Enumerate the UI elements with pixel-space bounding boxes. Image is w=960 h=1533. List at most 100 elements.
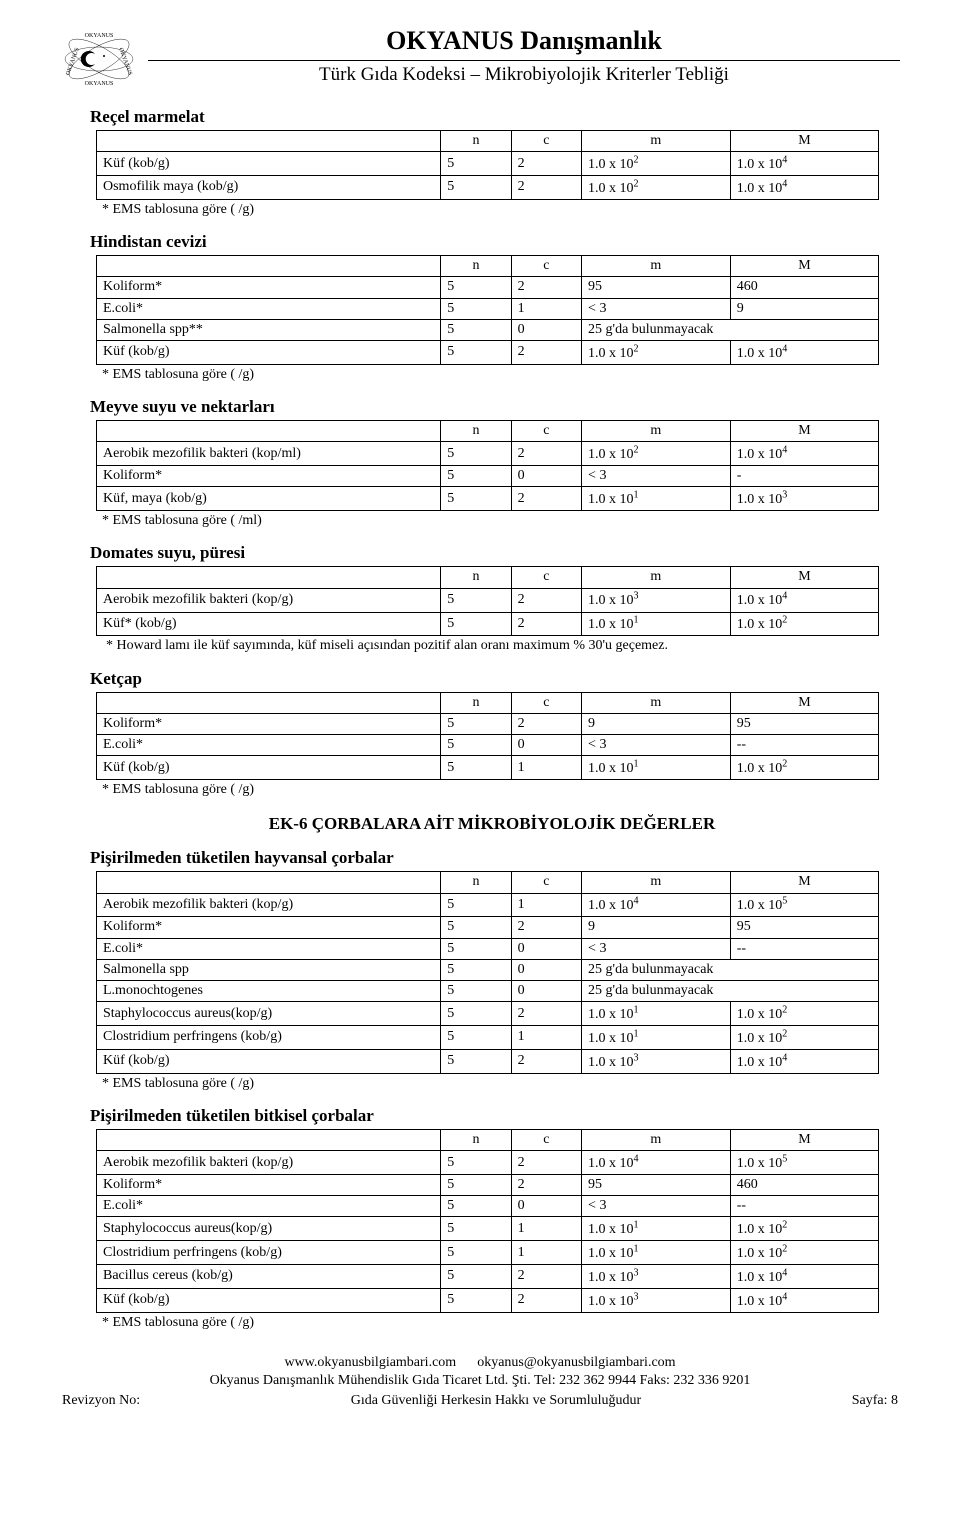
table-row: Staphylococcus aureus(kop/g)511.0 x 1011… [97,1217,879,1241]
column-header: c [511,256,581,277]
section-3-title: Domates suyu, püresi [90,542,900,564]
value-cell: 1.0 x 104 [730,1288,879,1312]
value-cell: 1.0 x 101 [582,756,731,780]
footer-bottom-row: Revizyon No: Gıda Güvenliği Herkesin Hak… [60,1392,900,1410]
table-header-row: ncmM [97,256,879,277]
column-header: m [582,131,731,152]
value-cell: 5 [441,1002,511,1026]
value-cell: 1.0 x 102 [730,1217,879,1241]
column-header: m [582,872,731,893]
table-header-row: ncmM [97,421,879,442]
table-note: * EMS tablosuna göre ( /ml) [102,512,900,530]
value-cell: 5 [441,319,511,340]
value-cell: 1 [511,893,581,917]
value-cell: 1.0 x 105 [730,1151,879,1175]
column-header [97,256,441,277]
value-cell: 1 [511,756,581,780]
table-note: * EMS tablosuna göre ( /g) [102,366,900,384]
value-cell: 0 [511,735,581,756]
column-header: c [511,692,581,713]
document-page: OKYANUS OKYANUS OKYANUS OKYANUS OKYANUS … [0,0,960,1427]
value-cell: 1.0 x 104 [582,1151,731,1175]
parameter-cell: L.monochtogenes [97,981,441,1002]
value-cell: 5 [441,981,511,1002]
value-cell: 1.0 x 103 [582,1049,731,1073]
value-cell: 5 [441,442,511,466]
parameter-cell: Salmonella spp [97,959,441,980]
column-header: M [730,131,879,152]
parameter-cell: Koliform* [97,466,441,487]
value-cell: 1.0 x 102 [730,756,879,780]
parameter-cell: Küf (kob/g) [97,1288,441,1312]
value-cell: 1.0 x 101 [582,487,731,511]
column-header: n [441,131,511,152]
ek6-title: EK-6 ÇORBALARA AİT MİKROBİYOLOJİK DEĞERL… [84,813,900,835]
value-cell: 1.0 x 103 [582,588,731,612]
value-cell: 9 [582,917,731,938]
column-header: n [441,692,511,713]
value-cell: 460 [730,277,879,298]
ek6-sub2-table: ncmMAerobik mezofilik bakteri (kop/g)521… [96,1129,879,1313]
value-cell: 2 [511,1002,581,1026]
column-header: M [730,692,879,713]
value-cell: 95 [730,713,879,734]
value-cell: 460 [730,1175,879,1196]
parameter-cell: Küf (kob/g) [97,341,441,365]
value-cell: 1.0 x 104 [730,1265,879,1289]
column-header: c [511,872,581,893]
table-row: L.monochtogenes5025 g'da bulunmayacak [97,981,879,1002]
column-header: n [441,567,511,588]
section-1-title: Hindistan cevizi [90,231,900,253]
parameter-cell: Bacillus cereus (kob/g) [97,1265,441,1289]
value-cell: 2 [511,277,581,298]
table-row: Koliform*5295460 [97,1175,879,1196]
table-row: Koliform*5295460 [97,277,879,298]
value-cell: 2 [511,152,581,176]
parameter-cell: Koliform* [97,713,441,734]
value-cell: 0 [511,466,581,487]
column-header: n [441,872,511,893]
table-row: Küf (kob/g)521.0 x 1021.0 x 104 [97,341,879,365]
value-cell: 1.0 x 101 [582,612,731,636]
value-cell: 5 [441,1196,511,1217]
value-cell: < 3 [582,1196,731,1217]
table-note: * EMS tablosuna göre ( /g) [102,1314,900,1332]
value-cell: 2 [511,1175,581,1196]
value-cell: 95 [582,277,731,298]
value-cell: < 3 [582,735,731,756]
value-cell: 5 [441,466,511,487]
value-cell: 2 [511,1049,581,1073]
table-note: * Howard lamı ile küf sayımında, küf mis… [106,637,900,655]
value-cell: 5 [441,341,511,365]
value-cell: < 3 [582,466,731,487]
footer-page-number: Sayfa: 8 [852,1392,898,1410]
table-note: * EMS tablosuna göre ( /g) [102,1075,900,1093]
table-header-row: ncmM [97,692,879,713]
value-cell: 5 [441,1265,511,1289]
table-row: Koliform*52995 [97,713,879,734]
table-row: Aerobik mezofilik bakteri (kop/g)521.0 x… [97,1151,879,1175]
value-cell: 2 [511,713,581,734]
value-cell: 1.0 x 103 [582,1288,731,1312]
column-header [97,692,441,713]
section-0-title: Reçel marmelat [90,106,900,128]
value-cell: 5 [441,487,511,511]
parameter-cell: E.coli* [97,735,441,756]
ek6-sub1-title: Pişirilmeden tüketilen hayvansal çorbala… [90,847,900,869]
value-cell: 5 [441,1026,511,1050]
value-cell: 2 [511,1288,581,1312]
header-divider [148,60,900,61]
parameter-cell: Staphylococcus aureus(kop/g) [97,1002,441,1026]
value-cell: -- [730,735,879,756]
value-cell: 5 [441,735,511,756]
column-header: M [730,256,879,277]
value-cell: 5 [441,1049,511,1073]
column-header: n [441,1130,511,1151]
value-cell: 0 [511,981,581,1002]
column-header: c [511,567,581,588]
table-row: Osmofilik maya (kob/g)521.0 x 1021.0 x 1… [97,176,879,200]
value-cell: 0 [511,1196,581,1217]
value-cell: 1.0 x 105 [730,893,879,917]
parameter-cell: Küf (kob/g) [97,152,441,176]
column-header: M [730,1130,879,1151]
